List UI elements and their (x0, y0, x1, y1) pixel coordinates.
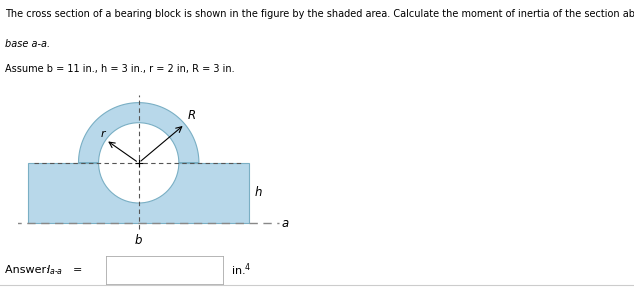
Bar (29, 163, 249, 223)
Text: h: h (254, 187, 262, 199)
Text: Answer:: Answer: (5, 265, 53, 275)
Text: b: b (135, 234, 143, 247)
Text: $\it{I}_{a\text{-}a}$: $\it{I}_{a\text{-}a}$ (46, 263, 63, 277)
Text: i: i (94, 264, 98, 277)
Text: Assume b = 11 in., h = 3 in., r = 2 in, R = 3 in.: Assume b = 11 in., h = 3 in., r = 2 in, … (5, 64, 235, 74)
Text: in.$^4$: in.$^4$ (231, 262, 251, 278)
Text: a: a (281, 217, 288, 230)
Text: The cross section of a bearing block is shown in the figure by the shaded area. : The cross section of a bearing block is … (5, 9, 634, 19)
Circle shape (98, 123, 179, 203)
Text: r: r (100, 129, 105, 139)
Text: R: R (188, 109, 196, 122)
Text: base a-a.: base a-a. (5, 39, 50, 49)
Text: =: = (73, 265, 82, 275)
Polygon shape (79, 103, 199, 163)
